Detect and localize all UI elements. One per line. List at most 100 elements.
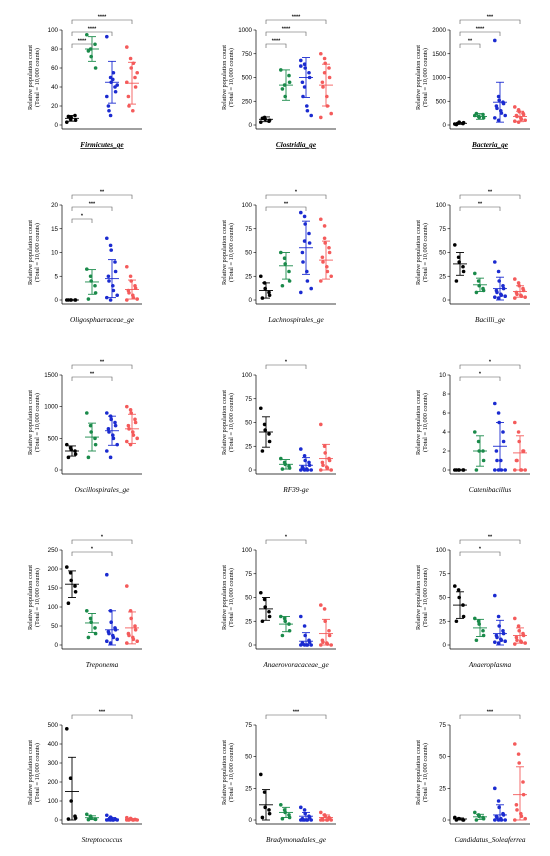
data-point <box>73 584 77 588</box>
y-tick-label: 25 <box>245 785 252 792</box>
data-point <box>279 614 283 619</box>
data-point <box>514 635 519 640</box>
data-point <box>319 810 323 815</box>
data-point <box>303 66 308 70</box>
data-point <box>109 620 113 624</box>
y-tick-label: 60 <box>51 65 58 72</box>
significance-bracket <box>265 19 327 24</box>
data-point <box>287 269 291 274</box>
y-tick-label: 20 <box>51 103 58 110</box>
y-axis-sublabel: (Total = 10,000 counts) <box>422 48 429 107</box>
data-point <box>327 628 331 633</box>
data-point <box>320 255 325 260</box>
data-point <box>493 593 497 598</box>
data-point <box>493 295 497 299</box>
data-point <box>503 818 508 822</box>
data-point <box>481 116 486 120</box>
data-point <box>327 75 332 80</box>
significance-bracket <box>265 539 307 544</box>
data-point <box>280 283 285 288</box>
data-point <box>319 643 323 647</box>
significance-bracket <box>71 19 133 24</box>
significance-bracket <box>265 364 307 369</box>
data-point <box>299 614 303 619</box>
data-point <box>260 815 265 820</box>
y-tick-label: 2 <box>443 448 447 455</box>
data-point <box>282 616 287 621</box>
data-point <box>259 590 263 595</box>
y-tick-label: 75 <box>245 722 252 729</box>
data-point <box>321 640 325 644</box>
data-point <box>476 619 481 624</box>
data-point <box>65 442 69 447</box>
data-point <box>327 250 332 255</box>
data-point <box>111 436 116 441</box>
data-point <box>473 271 477 276</box>
data-point <box>474 468 479 472</box>
data-point <box>263 428 268 432</box>
data-point <box>65 565 69 569</box>
data-point <box>513 616 517 621</box>
y-axis-label: Relative population count <box>221 220 228 285</box>
significance-label: ** <box>100 360 105 366</box>
data-point <box>300 80 305 85</box>
data-point <box>305 269 309 274</box>
y-tick-label: 0 <box>55 467 59 474</box>
data-point <box>503 468 508 472</box>
data-point <box>329 274 334 279</box>
significance-bracket <box>459 206 501 211</box>
data-point <box>322 607 327 611</box>
data-point <box>133 417 137 422</box>
chart-title: Lachnospirales_ge <box>267 315 324 324</box>
data-point <box>69 799 73 803</box>
data-point <box>89 54 93 59</box>
data-point <box>105 236 109 241</box>
data-point <box>89 620 93 624</box>
data-point <box>126 423 131 428</box>
data-point <box>303 458 308 463</box>
data-point <box>327 245 331 250</box>
data-point <box>322 56 327 61</box>
significance-bracket <box>459 194 521 199</box>
y-tick-label: 300 <box>48 760 59 767</box>
data-point <box>88 423 93 428</box>
data-point <box>135 297 139 301</box>
y-axis-sublabel: (Total = 10,000 counts) <box>422 393 429 452</box>
data-point <box>113 423 118 428</box>
data-point <box>65 120 69 124</box>
data-point <box>495 106 499 111</box>
data-point <box>287 279 292 283</box>
data-point <box>108 641 113 645</box>
data-point <box>515 638 519 643</box>
y-tick-label: 0 <box>249 297 253 304</box>
data-point <box>319 217 323 222</box>
data-point <box>503 639 508 643</box>
data-point <box>477 622 482 626</box>
data-point <box>493 468 497 472</box>
y-tick-label: 25 <box>439 273 446 280</box>
data-point <box>319 603 323 607</box>
data-point <box>131 433 136 437</box>
data-point <box>309 113 314 118</box>
y-tick-label: 500 <box>48 435 59 442</box>
data-point <box>283 262 288 266</box>
data-point <box>111 70 116 75</box>
y-tick-label: 1000 <box>432 75 446 82</box>
data-point <box>107 631 111 636</box>
data-point <box>302 239 307 243</box>
data-point <box>322 236 327 241</box>
data-point <box>259 406 263 411</box>
y-axis-label: Relative population count <box>415 390 422 455</box>
data-point <box>135 436 139 441</box>
data-point <box>129 66 133 70</box>
data-point <box>329 818 334 822</box>
data-point <box>279 803 283 807</box>
data-point <box>461 264 465 269</box>
data-point <box>302 62 307 66</box>
data-point <box>262 597 267 602</box>
data-point <box>496 118 501 123</box>
y-tick-label: 250 <box>48 547 59 554</box>
data-point <box>125 404 129 409</box>
data-point <box>474 638 479 643</box>
data-point <box>495 458 499 463</box>
